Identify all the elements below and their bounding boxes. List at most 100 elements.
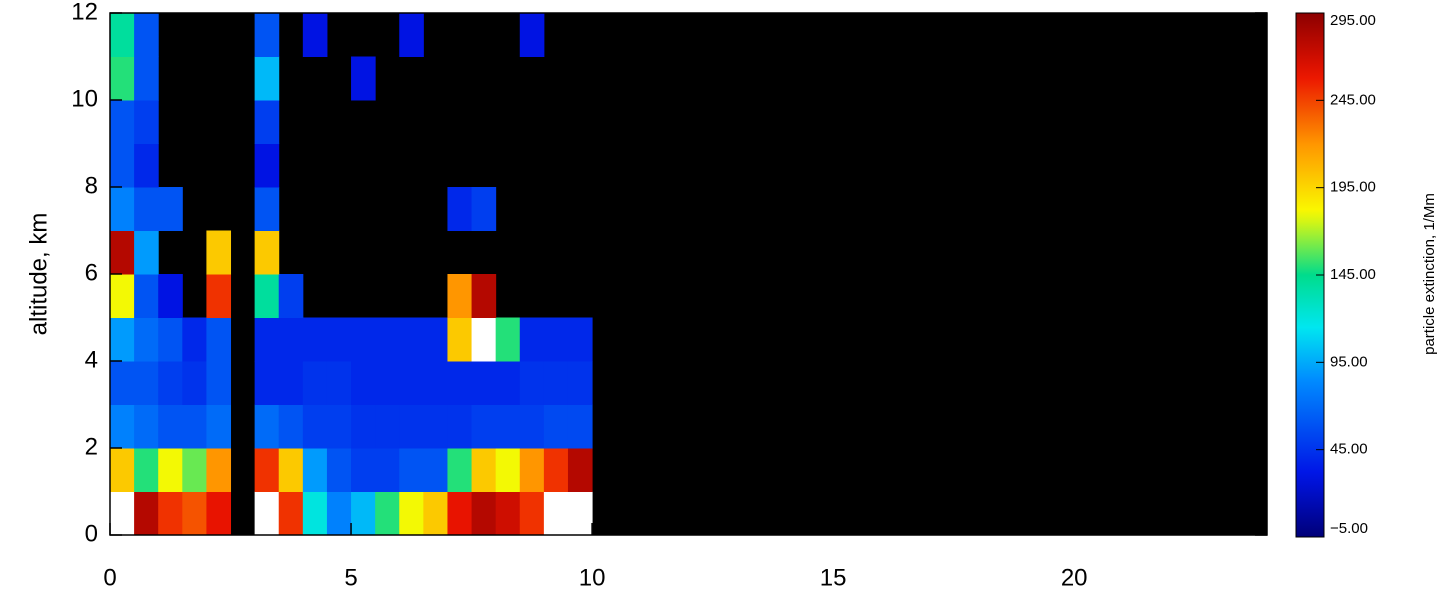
heat-cell xyxy=(278,274,304,318)
heat-cell xyxy=(278,361,304,405)
heat-cell xyxy=(254,404,280,449)
heat-cell xyxy=(110,491,135,536)
heat-cell xyxy=(519,491,545,536)
x-tick-label: 15 xyxy=(820,564,847,591)
heat-cell xyxy=(302,404,328,449)
heat-cell xyxy=(158,274,183,318)
heat-cell xyxy=(399,317,424,362)
heat-cell xyxy=(326,361,352,405)
heat-cell xyxy=(543,404,569,449)
heat-cell xyxy=(254,230,280,275)
heat-cell xyxy=(254,274,280,318)
heat-cell xyxy=(254,56,280,101)
heat-cell xyxy=(351,448,376,492)
heat-cell xyxy=(182,491,207,536)
heat-cell xyxy=(158,317,183,362)
heat-cell xyxy=(206,361,232,405)
heat-cell xyxy=(495,404,521,449)
y-tick-label: 4 xyxy=(85,346,98,373)
heat-cell xyxy=(110,361,135,405)
heat-cell xyxy=(519,13,545,57)
heat-cell xyxy=(110,230,135,275)
heat-cell xyxy=(158,448,183,492)
heat-cell xyxy=(326,317,352,362)
heat-cell xyxy=(302,13,328,57)
heat-cell xyxy=(495,448,521,492)
heat-cell xyxy=(134,491,159,536)
y-tick-label: 8 xyxy=(85,172,98,199)
heat-cell xyxy=(206,491,232,536)
heat-cell xyxy=(447,361,473,405)
colorbar-tick-label: 145.00 xyxy=(1330,266,1376,283)
heat-cell xyxy=(471,404,497,449)
heat-cell xyxy=(158,404,183,449)
heat-cell xyxy=(399,404,424,449)
y-axis-label: altitude, km xyxy=(25,213,52,336)
heat-cell xyxy=(447,448,473,492)
heat-cell xyxy=(254,361,280,405)
y-tick-label: 0 xyxy=(85,520,98,547)
heat-cell xyxy=(278,404,304,449)
y-tick-label: 12 xyxy=(71,0,98,25)
heat-cell xyxy=(302,361,328,405)
heat-cell xyxy=(254,491,280,536)
heat-cell xyxy=(423,361,448,405)
heat-cell xyxy=(302,491,328,536)
heat-cell xyxy=(519,317,545,362)
heat-cell xyxy=(543,448,569,492)
heat-cell xyxy=(158,187,183,231)
heat-cell xyxy=(134,143,159,188)
heat-cell xyxy=(206,448,232,492)
heat-cell xyxy=(134,448,159,492)
heat-cell xyxy=(206,404,232,449)
y-tick-label: 6 xyxy=(85,259,98,286)
heat-cell xyxy=(351,361,376,405)
heat-cell xyxy=(447,404,473,449)
heat-cell xyxy=(254,100,280,144)
heat-cell xyxy=(254,143,280,188)
heat-cell xyxy=(158,361,183,405)
heat-cell xyxy=(206,230,232,275)
heat-cell xyxy=(399,448,424,492)
heat-cell xyxy=(495,317,521,362)
heat-cell xyxy=(423,491,448,536)
heat-cell xyxy=(543,361,569,405)
heat-cell xyxy=(471,187,497,231)
heat-cell xyxy=(447,274,473,318)
heat-cell xyxy=(206,274,232,318)
heat-cell xyxy=(519,404,545,449)
heat-cell xyxy=(375,361,400,405)
heat-cell xyxy=(254,187,280,231)
heat-cell xyxy=(447,317,473,362)
heat-cell xyxy=(110,143,135,188)
heat-cell xyxy=(254,317,280,362)
heat-cell xyxy=(543,491,569,536)
x-tick-label: 5 xyxy=(344,564,357,591)
heat-cell xyxy=(182,404,207,449)
heat-cell xyxy=(134,404,159,449)
heat-cell xyxy=(134,100,159,144)
heat-cell xyxy=(567,448,593,492)
heat-cell xyxy=(351,491,376,536)
colorbar-tick-label: 195.00 xyxy=(1330,179,1376,196)
heat-cell xyxy=(302,448,328,492)
heat-cell xyxy=(134,230,159,275)
heat-cell xyxy=(134,361,159,405)
colorbar-tick-label: −5.00 xyxy=(1330,520,1368,537)
x-tick-label: 0 xyxy=(103,564,116,591)
heat-cell xyxy=(326,491,352,536)
heat-cell xyxy=(567,404,593,449)
heat-cell xyxy=(423,317,448,362)
heat-cell xyxy=(399,361,424,405)
heat-cell xyxy=(326,404,352,449)
heat-cell xyxy=(134,13,159,57)
colorbar-label: particle extinction, 1/Mm xyxy=(1421,193,1438,355)
heat-cell xyxy=(110,317,135,362)
heat-cell xyxy=(567,317,593,362)
heat-cell xyxy=(206,317,232,362)
heat-cell xyxy=(254,448,280,492)
heat-cell xyxy=(110,13,135,57)
heat-cell xyxy=(110,187,135,231)
